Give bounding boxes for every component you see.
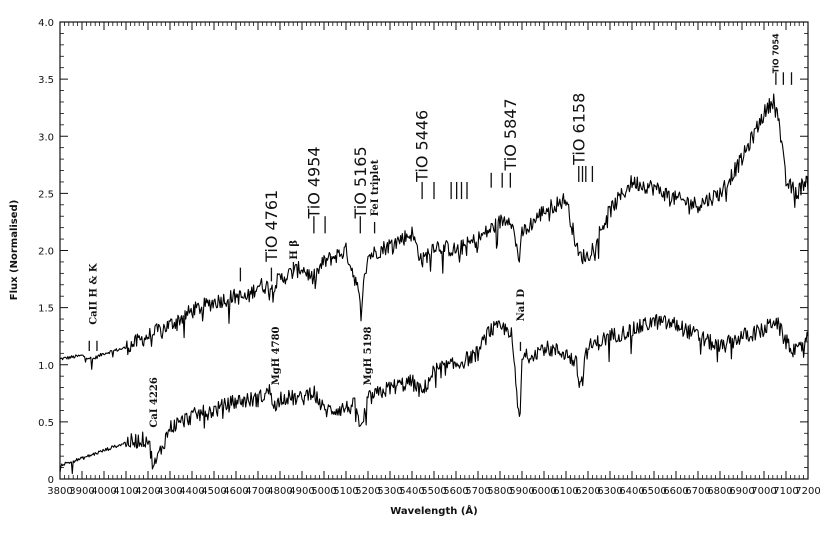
x-tick-label: 6500 — [641, 486, 666, 497]
y-tick-label: 4.0 — [38, 18, 54, 29]
annotation-label: MgH 4780 — [271, 326, 282, 385]
spectrum-line-2 — [59, 314, 809, 475]
x-tick-label: 4200 — [135, 486, 160, 497]
y-tick-label: 1.0 — [38, 361, 54, 372]
x-tick-label: 5100 — [333, 486, 358, 497]
x-tick-label: 5900 — [509, 486, 534, 497]
line-annotations: CaII H & K CaI 4226 MgH 4780 MgH 5198 NaI D T… — [88, 33, 793, 428]
x-tick-label: 4400 — [179, 486, 204, 497]
x-tick-label: 3800 — [47, 486, 72, 497]
annotation-label: TiO 5847 — [501, 98, 520, 171]
x-tick-label: 6700 — [685, 486, 710, 497]
annotation-label: NaI D — [516, 289, 527, 322]
y-tick-labels: 0 0.5 1.0 1.5 2.0 2.5 3.0 3.5 4.0 — [38, 18, 54, 486]
x-tick-label: 5300 — [377, 486, 402, 497]
y-tick-label: 0 — [48, 475, 54, 486]
y-tick-label: 3.5 — [38, 75, 54, 86]
x-tick-label: 6400 — [619, 486, 644, 497]
x-tick-label: 4500 — [201, 486, 226, 497]
annotation-label: CaII H & K — [88, 263, 99, 325]
x-axis-title: Wavelength (Å) — [390, 504, 477, 517]
x-tick-label: 5600 — [443, 486, 468, 497]
x-tick-label: 4100 — [113, 486, 138, 497]
x-tick-label: 4300 — [157, 486, 182, 497]
x-tick-label: 5200 — [355, 486, 380, 497]
x-tick-label: 6000 — [531, 486, 556, 497]
annotation-label: TiO 5165 — [351, 146, 370, 219]
annotation-label: CaI 4226 — [149, 377, 160, 427]
x-tick-label: 4700 — [245, 486, 270, 497]
axis-ticks — [59, 21, 809, 480]
x-tick-label: 7000 — [751, 486, 776, 497]
annotation-label: TiO 4761 — [262, 190, 281, 263]
y-tick-label: 0.5 — [38, 418, 54, 429]
x-tick-label: 6200 — [575, 486, 600, 497]
x-tick-label: 6300 — [597, 486, 622, 497]
x-tick-label: 3900 — [69, 486, 94, 497]
x-tick-label: 5400 — [399, 486, 424, 497]
x-tick-labels: 3800390040004100420043004400450046004700… — [47, 486, 820, 497]
x-tick-label: 5700 — [465, 486, 490, 497]
annotation-label: TiO 6158 — [569, 93, 588, 166]
x-tick-label: 5800 — [487, 486, 512, 497]
y-tick-label: 1.5 — [38, 304, 54, 315]
annotation-label: TiO 4954 — [305, 146, 324, 219]
x-tick-label: 6900 — [729, 486, 754, 497]
y-tick-label: 2.5 — [38, 189, 54, 200]
x-tick-label: 7100 — [773, 486, 798, 497]
x-tick-label: 7200 — [795, 486, 820, 497]
annotation-label: H β — [289, 240, 300, 260]
y-tick-label: 3.0 — [38, 132, 54, 143]
annotation-label: TiO 7054 — [772, 33, 781, 73]
x-tick-label: 4900 — [289, 486, 314, 497]
annotation-label: FeI triplet — [370, 159, 381, 216]
y-axis-title: Flux (Normalised) — [9, 200, 20, 301]
annotation-label: MgH 5198 — [363, 326, 374, 385]
x-tick-label: 5500 — [421, 486, 446, 497]
x-tick-label: 6800 — [707, 486, 732, 497]
annotation-label: TiO 5446 — [413, 110, 432, 183]
x-tick-label: 6100 — [553, 486, 578, 497]
y-tick-label: 2.0 — [38, 247, 54, 258]
x-tick-label: 4000 — [91, 486, 116, 497]
x-tick-label: 4600 — [223, 486, 248, 497]
x-tick-label: 6600 — [663, 486, 688, 497]
spectrum-line-1 — [59, 93, 809, 370]
x-tick-label: 4800 — [267, 486, 292, 497]
spectra — [59, 93, 809, 475]
x-tick-label: 5000 — [311, 486, 336, 497]
